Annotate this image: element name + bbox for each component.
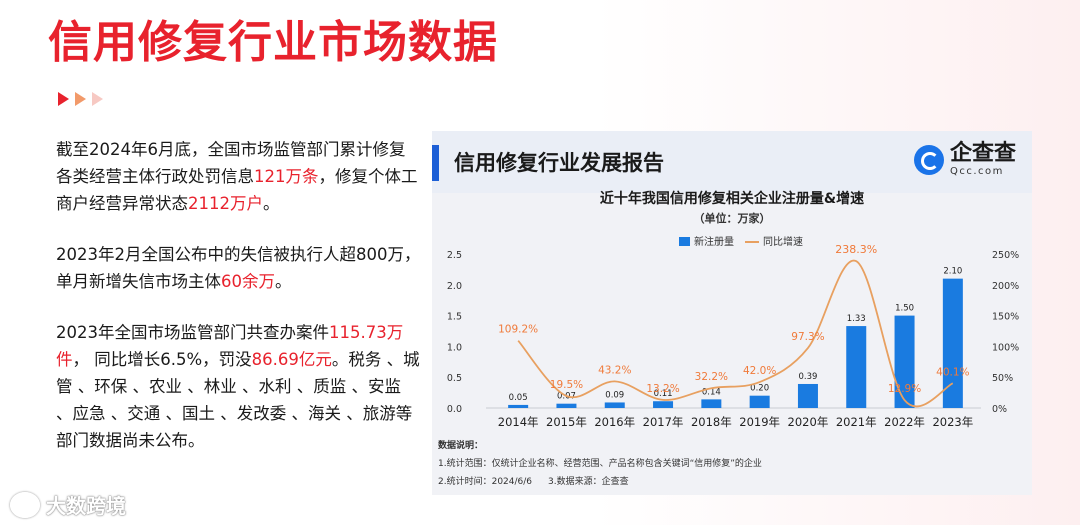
y-left-tick-label: 1.5: [447, 312, 462, 323]
line-value-label: 43.2%: [598, 364, 631, 376]
x-tick-label: 2022年: [884, 415, 925, 429]
logo-name: 企查查: [950, 141, 1017, 166]
header-accent-bar: [432, 145, 439, 181]
report-header: 信用修复行业发展报告 企查查 Qcc.com: [432, 131, 1032, 193]
line-value-label: 40.1%: [936, 366, 969, 378]
paragraph-2: 2023年2月全国公布中的失信被执行人超800万，单月新增失信市场主体60余万。: [56, 245, 421, 291]
line-value-label: 12.9%: [888, 383, 921, 395]
line-value-label: 238.3%: [835, 243, 877, 256]
legend-label: 同比增速: [763, 235, 803, 248]
bar-value-label: 0.39: [798, 372, 817, 382]
bar: [749, 395, 770, 408]
x-tick-label: 2019年: [739, 415, 780, 429]
note-source: 3.数据来源：企查查: [548, 477, 629, 487]
bar: [797, 383, 818, 408]
page-title: 信用修复行业市场数据: [48, 17, 498, 68]
y-left-tick-label: 0.0: [447, 404, 462, 415]
bar: [942, 278, 963, 408]
highlight: 115.73万件: [56, 323, 404, 369]
y-left-tick-label: 2.5: [447, 250, 462, 261]
report-title: 信用修复行业发展报告: [454, 151, 664, 175]
bar: [701, 399, 722, 408]
chart-title: 近十年我国信用修复相关企业注册量&增速: [600, 190, 864, 207]
chart: 近十年我国信用修复相关企业注册量&增速 （单位：万家） 新注册量 同比增速 0.0 0.5…: [447, 190, 1019, 429]
watermark: 大数跨境: [10, 490, 126, 519]
qcc-logo: 企查查 Qcc.com: [914, 143, 1016, 177]
y-right-tick-label: 150%: [992, 312, 1019, 323]
bar: [846, 326, 867, 408]
legend-label: 新注册量: [694, 235, 734, 248]
logo-domain: Qcc.com: [950, 166, 1004, 177]
bar-value-label: 0.11: [654, 389, 673, 399]
line-value-label: 32.2%: [695, 371, 728, 383]
bar: [508, 404, 529, 408]
bar: [604, 402, 625, 408]
line-value-label: 109.2%: [498, 324, 538, 336]
line-value-label: 13.2%: [646, 383, 679, 395]
x-tick-label: 2014年: [498, 415, 539, 429]
x-tick-label: 2023年: [932, 415, 973, 429]
x-tick-label: 2017年: [643, 415, 684, 429]
arrow-icon: [75, 92, 86, 106]
highlight: 86.69亿元: [251, 350, 332, 369]
highlight: 121万条: [254, 167, 319, 186]
y-right-tick-label: 0%: [992, 404, 1007, 415]
y-left-tick-label: 0.5: [447, 373, 462, 384]
x-tick-label: 2018年: [691, 415, 732, 429]
bar: [894, 315, 915, 408]
growth-line: [517, 259, 954, 408]
bar-value-label: 0.09: [605, 390, 624, 400]
bar-value-label: 2.10: [943, 267, 962, 277]
chart-subtitle: （单位：万家）: [694, 211, 771, 225]
x-tick-label: 2016年: [594, 415, 635, 429]
qcc-logo-icon: [914, 145, 944, 175]
y-left-tick-label: 2.0: [447, 281, 462, 292]
line-value-label: 97.3%: [791, 331, 824, 343]
watermark-logo-icon: [10, 491, 40, 518]
y-left-tick-label: 1.0: [447, 342, 462, 353]
paragraph-3: 2023年全国市场监管部门共查办案件115.73万件， 同比增长6.5%，罚没8…: [56, 323, 420, 450]
x-tick-label: 2021年: [836, 415, 877, 429]
arrow-icon: [92, 92, 103, 106]
watermark-text: 大数跨境: [46, 494, 126, 518]
text-column: 截至2024年6月底，全国市场监管部门累计修复各类经营主体行政处罚信息121万条…: [56, 136, 421, 478]
bar-value-label: 0.20: [750, 384, 769, 394]
bar-value-label: 1.50: [895, 304, 914, 314]
bar-value-label: 0.14: [702, 387, 721, 397]
report-panel: 信用修复行业发展报告 企查查 Qcc.com 近十年我国信用修复相关企业注册量&…: [432, 131, 1032, 495]
bar-value-label: 0.05: [509, 393, 528, 403]
paragraph-1: 截至2024年6月底，全国市场监管部门累计修复各类经营主体行政处罚信息121万条…: [56, 140, 418, 213]
y-right-tick-label: 200%: [992, 281, 1019, 292]
bar: [556, 403, 577, 408]
bar-value-label: 1.33: [847, 314, 866, 324]
line-value-label: 42.0%: [743, 365, 776, 377]
y-right-tick-label: 250%: [992, 250, 1019, 261]
note-scope: 1.统计范围：仅统计企业名称、经营范围、产品名称包含关键词“信用修复”的企业: [438, 459, 762, 469]
legend-bar-swatch: [679, 237, 690, 246]
x-tick-label: 2020年: [788, 415, 829, 429]
highlight: 60余万: [221, 272, 275, 291]
highlight: 2112万户: [188, 194, 263, 213]
x-tick-label: 2015年: [546, 415, 587, 429]
note-date: 2.统计时间：2024/6/6: [438, 477, 533, 487]
bar: [653, 401, 674, 408]
notes-title: 数据说明：: [438, 441, 484, 451]
y-right-tick-label: 50%: [992, 373, 1013, 384]
y-right-tick-label: 100%: [992, 342, 1019, 353]
line-value-label: 19.5%: [550, 379, 583, 391]
arrow-icon: [58, 92, 69, 106]
decorative-arrows: [58, 92, 103, 106]
